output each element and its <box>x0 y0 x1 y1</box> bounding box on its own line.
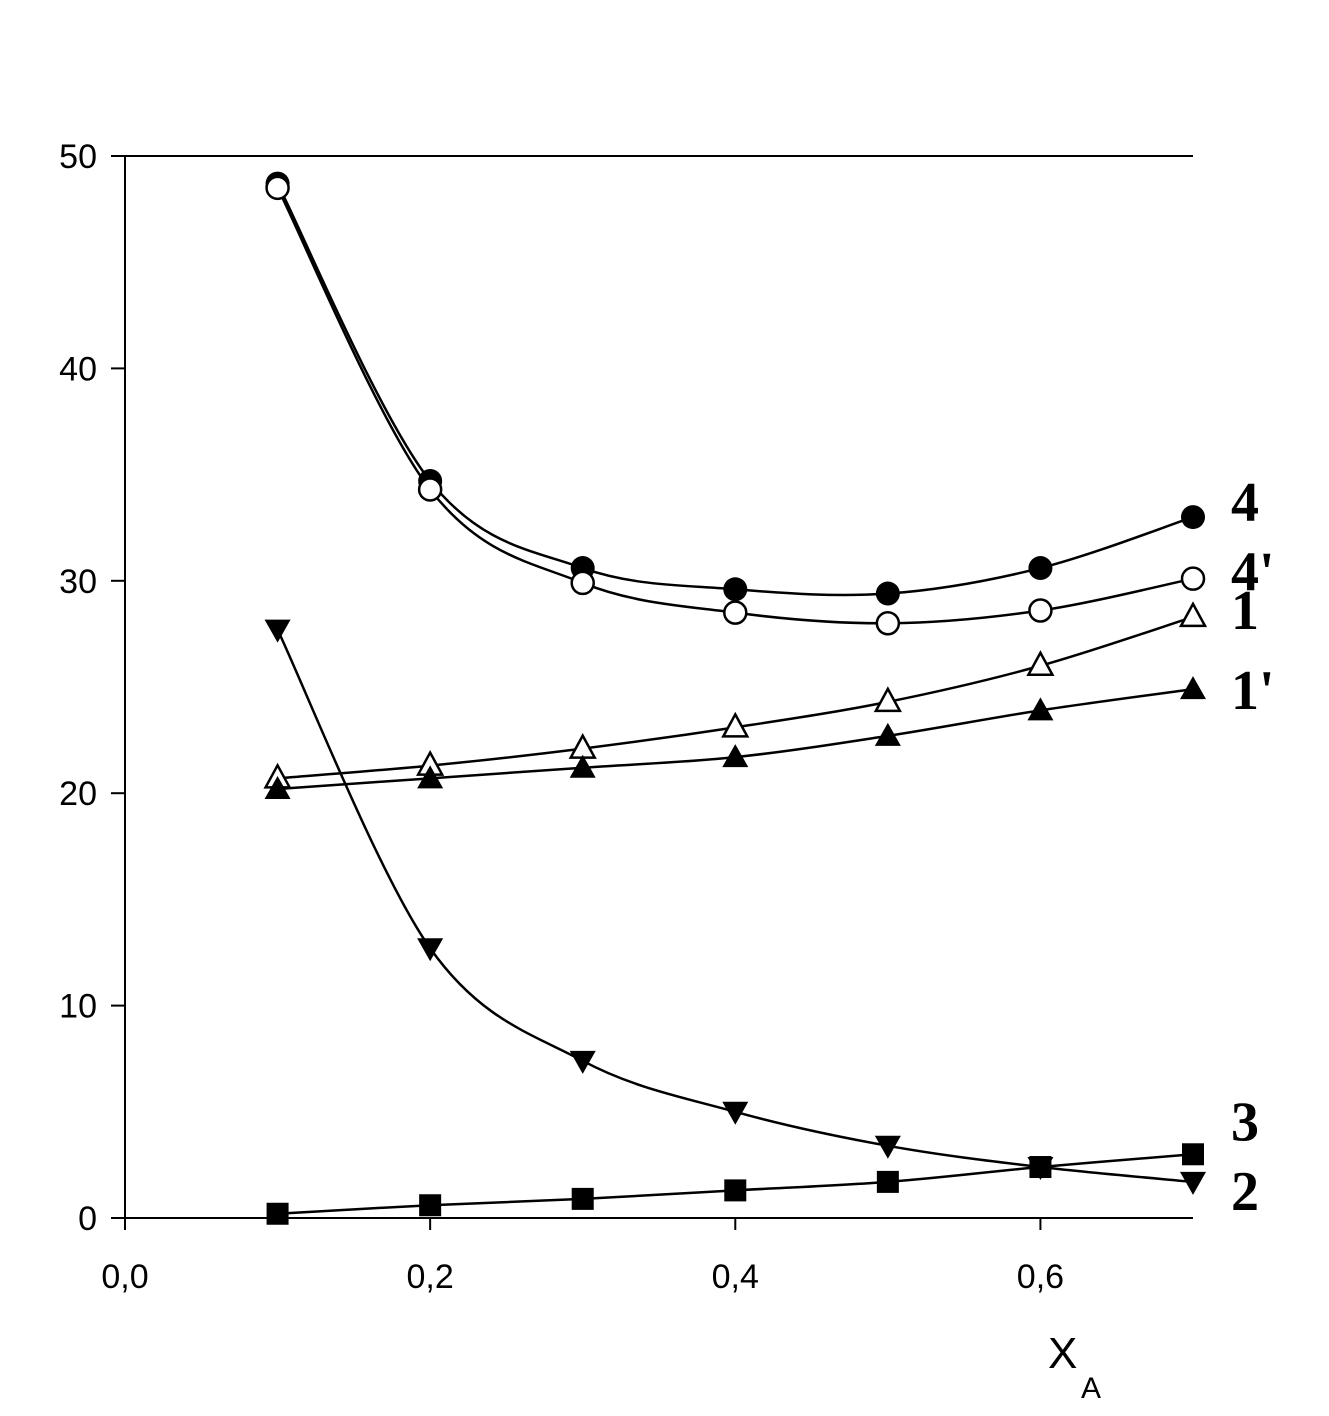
series-label-4-prime: 4' <box>1231 542 1275 604</box>
marker-4-prime <box>1028 598 1053 623</box>
series-label-2: 2 <box>1231 1161 1259 1223</box>
series-label-1-prime: 1' <box>1231 660 1275 722</box>
marker-1 <box>1026 650 1055 677</box>
marker-3 <box>266 1202 289 1225</box>
x-tick-label: 0,2 <box>407 1258 454 1296</box>
y-tick-label: 10 <box>59 988 97 1026</box>
marker-3 <box>724 1179 747 1202</box>
marker-2 <box>1180 1171 1206 1195</box>
chart-series-labels: 4 4'1 1' 2 3 <box>1231 472 1275 1223</box>
series-label-3: 3 <box>1231 1091 1259 1153</box>
marker-1 <box>721 711 750 738</box>
marker-1 <box>873 686 902 713</box>
marker-1-prime <box>417 765 444 789</box>
marker-4-prime <box>875 611 901 636</box>
y-tick-label: 0 <box>78 1200 97 1238</box>
chart-markers <box>263 171 1208 1225</box>
x-axis-title-subscript: A <box>1081 1372 1101 1405</box>
marker-2 <box>722 1101 749 1125</box>
marker-4 <box>1028 556 1053 581</box>
marker-4-prime <box>1180 566 1206 591</box>
y-tick-label: 50 <box>59 138 97 176</box>
x-tick-label: 0,4 <box>712 1258 759 1296</box>
series-line-1-prime <box>277 687 1194 791</box>
x-axis-title: X <box>1048 1329 1077 1378</box>
series-label-1: 1 <box>1231 580 1259 642</box>
marker-2 <box>264 619 291 643</box>
marker-3 <box>876 1170 899 1193</box>
marker-4-prime <box>723 600 748 625</box>
marker-4 <box>875 581 900 606</box>
marker-2 <box>569 1050 596 1074</box>
y-tick-label: 40 <box>59 350 97 388</box>
marker-4-prime <box>570 570 595 596</box>
marker-1-prime <box>1027 697 1054 721</box>
marker-1-prime <box>722 744 749 768</box>
marker-3 <box>1029 1156 1052 1179</box>
x-tick-label: 0,6 <box>1017 1258 1064 1296</box>
chart-curves <box>276 183 1194 1215</box>
marker-4 <box>1181 505 1205 530</box>
marker-3 <box>571 1187 594 1210</box>
y-tick-label: 30 <box>59 563 97 601</box>
series-line-4 <box>276 183 1194 597</box>
marker-2 <box>417 938 444 962</box>
marker-4 <box>723 577 748 602</box>
marker-4-prime <box>417 477 443 502</box>
series-line-4-prime <box>276 187 1194 625</box>
x-tick-label: 0,0 <box>101 1258 148 1296</box>
marker-1-prime <box>264 775 291 799</box>
marker-1 <box>1178 601 1208 628</box>
marker-1-prime <box>569 754 596 778</box>
y-tick-label: 20 <box>59 775 97 813</box>
marker-3 <box>1182 1143 1204 1166</box>
marker-3 <box>419 1194 442 1217</box>
marker-1-prime <box>1180 676 1206 700</box>
chart-axes: 0 10 20 30 40 50 0,0 0,2 0,4 0,6 <box>59 138 1193 1296</box>
marker-2 <box>874 1135 901 1159</box>
marker-1-prime <box>874 722 901 746</box>
marker-4-prime <box>265 175 290 201</box>
series-label-4: 4 <box>1231 472 1259 534</box>
